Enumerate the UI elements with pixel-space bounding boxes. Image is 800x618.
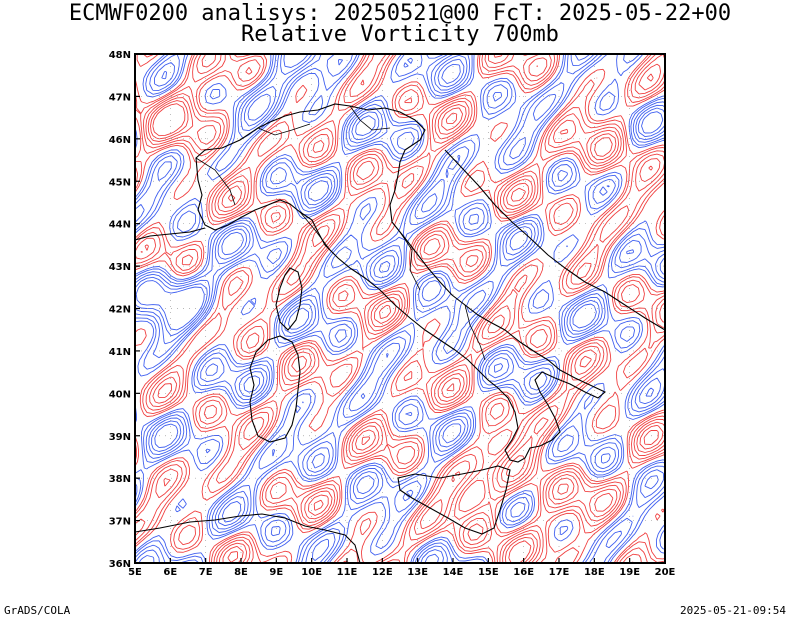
lon-tick-label: 6E [163,567,177,578]
lat-tick-label: 44N [109,220,131,231]
lat-tick-label: 37N [109,517,131,528]
lon-tick-label: 17E [549,567,570,578]
footer-credit: GrADS/COLA [4,604,71,617]
lon-tick-label: 7E [199,567,213,578]
country-borders [195,105,486,361]
lon-tick-label: 5E [128,567,142,578]
lon-tick-label: 10E [301,567,322,578]
lat-tick-label: 36N [109,559,131,570]
positive-contour-9 [135,54,665,563]
lat-tick-label: 43N [109,262,131,273]
balkan-coastline [444,149,665,331]
lon-tick-label: 8E [234,567,248,578]
lat-tick-label: 46N [109,135,131,146]
france-coastline [135,227,206,241]
latitude-ticks: 36N 37N 38N 39N 40N 41N 42N 43N 44N 45N 46N 47N 48N [109,50,140,570]
lat-tick-label: 42N [109,305,131,316]
positive-contour-12 [152,103,659,563]
positive-contour-6 [135,54,665,563]
map-subtitle: Relative Vorticity 700mb [241,22,559,47]
map-title: ECMWF0200 analisys: 20250521@00 FcT: 202… [68,1,732,26]
lon-tick-label: 14E [443,567,464,578]
negative-contour-2 [135,54,665,563]
lon-tick-label: 20E [655,567,676,578]
africa-coastline [135,513,361,563]
lon-tick-label: 16E [513,567,534,578]
negative-contour-3 [135,54,665,563]
lon-tick-label: 15E [478,567,499,578]
longitude-ticks: 5E 6E 7E 8E 9E 10E 11E 12E 13E 14E 15E 16E 17E 18E 19E… [128,558,676,578]
footer-timestamp: 2025-05-21-09:54 [680,604,786,617]
contour-field [135,54,665,563]
negative-contour-0 [135,54,664,563]
lat-tick-label: 45N [109,177,131,188]
sardinia-coastline [249,335,301,443]
corsica-coastline [275,267,303,331]
negative-contour-1 [135,54,665,563]
lon-tick-label: 11E [337,567,358,578]
lon-tick-label: 18E [584,567,605,578]
positive-contour-10 [140,54,665,563]
lat-tick-label: 41N [109,347,131,358]
coastline [135,103,665,563]
lon-tick-label: 19E [619,567,640,578]
positive-contour-11 [150,54,665,563]
lat-tick-label: 47N [109,92,131,103]
lat-tick-label: 40N [109,389,131,400]
lon-tick-label: 12E [372,567,393,578]
lat-tick-label: 38N [109,474,131,485]
lat-tick-label: 48N [109,50,131,61]
lat-tick-label: 39N [109,432,131,443]
lon-tick-label: 9E [269,567,283,578]
italy-coastline [195,103,607,463]
lat-lon-grid [135,54,665,563]
lon-tick-label: 13E [407,567,428,578]
sicily-coastline [397,465,511,535]
